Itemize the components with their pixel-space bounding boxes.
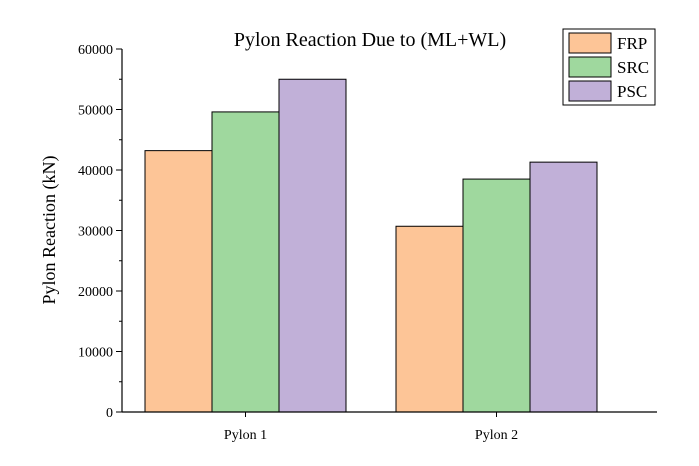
y-tick-label: 40000 [78, 164, 113, 179]
y-tick-label: 0 [106, 406, 113, 421]
y-tick-label: 20000 [78, 285, 113, 300]
legend-swatch-psc [568, 80, 612, 102]
bar-psc-pylon-1 [278, 78, 347, 413]
x-tick-label: Pylon 1 [224, 428, 267, 443]
ticks-group: 0 10000 20000 30000 40000 50000 60000 Pylon 1 Py… [78, 43, 518, 443]
bar-src-pylon-1 [211, 111, 280, 413]
y-tick-label: 30000 [78, 225, 113, 240]
bar-frp-pylon-2 [395, 225, 464, 413]
legend: FRP SRC PSC [562, 28, 656, 106]
x-tick-label: Pylon 2 [475, 428, 518, 443]
bar-frp-pylon-1 [144, 150, 213, 413]
y-tick-label: 60000 [78, 43, 113, 58]
chart-title: Pylon Reaction Due to (ML+WL) [234, 29, 506, 51]
legend-swatch-src [568, 56, 612, 78]
y-axis-label: Pylon Reaction (kN) [39, 156, 60, 305]
legend-label-frp: FRP [617, 34, 647, 53]
legend-swatch-frp [568, 32, 612, 54]
bars-group [144, 78, 598, 413]
y-tick-label: 10000 [78, 346, 113, 361]
legend-label-src: SRC [617, 58, 649, 77]
y-tick-label: 50000 [78, 104, 113, 119]
bar-src-pylon-2 [462, 178, 531, 413]
legend-label-psc: PSC [617, 82, 647, 101]
bar-psc-pylon-2 [529, 161, 598, 413]
